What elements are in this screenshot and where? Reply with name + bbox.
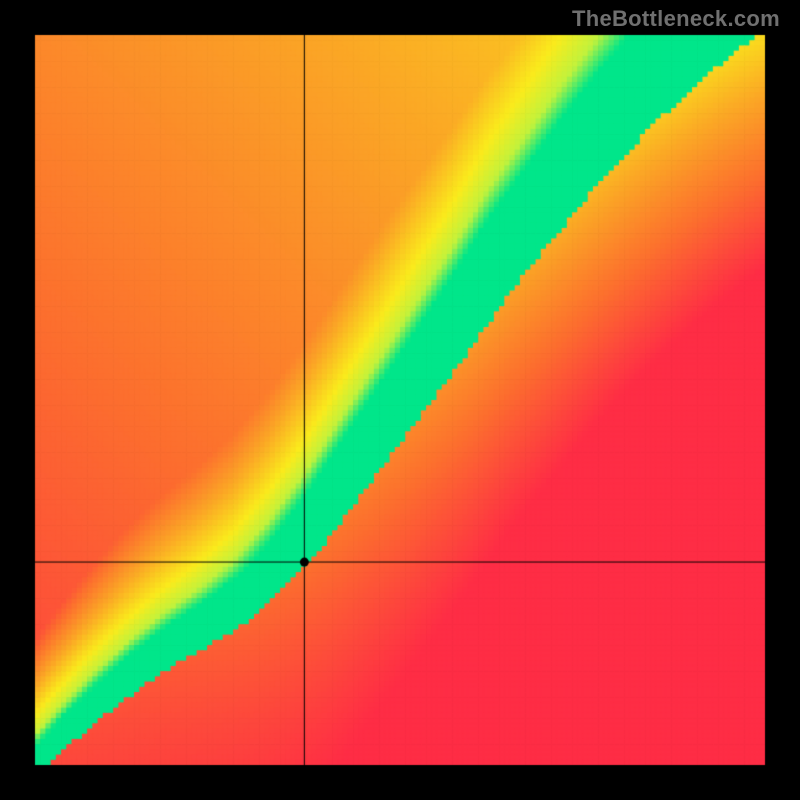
watermark-text: TheBottleneck.com <box>572 6 780 32</box>
bottleneck-heatmap <box>0 0 800 800</box>
chart-container: TheBottleneck.com <box>0 0 800 800</box>
